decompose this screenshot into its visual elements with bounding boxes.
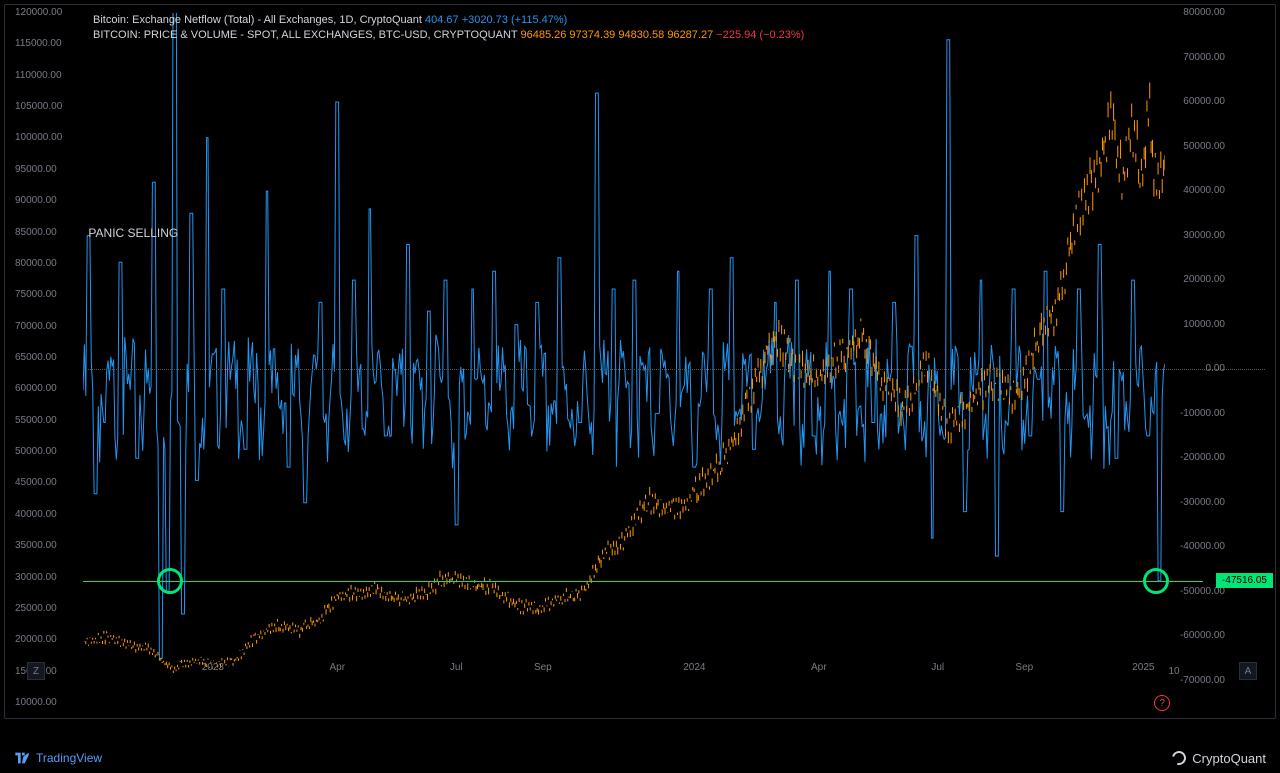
y-left-tick: 40000.00 xyxy=(15,509,57,520)
y-right-tick: -40000.00 xyxy=(1180,541,1225,552)
x-tick: Sep xyxy=(1015,662,1033,673)
y-left-tick: 85000.00 xyxy=(15,227,57,238)
y-right-tick: -10000.00 xyxy=(1180,408,1225,419)
y-right-tick: 20000.00 xyxy=(1183,274,1225,285)
y-right-tick: 30000.00 xyxy=(1183,230,1225,241)
auto-scale-button[interactable]: A xyxy=(1239,662,1257,680)
cryptoquant-icon xyxy=(1170,748,1189,767)
y-left-tick: 45000.00 xyxy=(15,477,57,488)
tradingview-icon xyxy=(14,750,30,766)
y-axis-left[interactable]: 120000.00 115000.00 110000.00 105000.00 1000… xyxy=(15,5,75,718)
tradingview-text: TradingView xyxy=(36,751,102,765)
y-right-tick: 10000.00 xyxy=(1183,319,1225,330)
y-left-tick: 20000.00 xyxy=(15,634,57,645)
horizontal-line-annotation[interactable] xyxy=(83,581,1203,582)
x-tick: 2023 xyxy=(202,662,224,673)
x-tick: Apr xyxy=(329,662,345,673)
y-left-tick: 75000.00 xyxy=(15,289,57,300)
horizontal-line-price-tag: -47516.05 xyxy=(1216,573,1273,588)
price-change: −225.94 (−0.23%) xyxy=(716,29,804,41)
x-tick: Jul xyxy=(450,662,463,673)
x-tick: 2024 xyxy=(683,662,705,673)
annotation-circle-2[interactable] xyxy=(1143,568,1169,594)
x-tick: Apr xyxy=(811,662,827,673)
header-line-netflow: Bitcoin: Exchange Netflow (Total) - All … xyxy=(93,13,804,27)
y-left-tick: 90000.00 xyxy=(15,195,57,206)
y-left-tick: 35000.00 xyxy=(15,540,57,551)
y-left-tick: 25000.00 xyxy=(15,603,57,614)
y-right-tick: 50000.00 xyxy=(1183,141,1225,152)
price-open: 96485.26 xyxy=(520,29,566,41)
plot-region[interactable] xyxy=(83,13,1165,703)
price-candles xyxy=(83,82,1165,673)
footer-bar: TradingView CryptoQuant xyxy=(0,743,1280,773)
price-low: 94830.58 xyxy=(618,29,664,41)
y-left-tick: 50000.00 xyxy=(15,446,57,457)
netflow-value: 404.67 xyxy=(425,14,459,26)
y-right-tick: 80000.00 xyxy=(1183,7,1225,18)
y-left-tick: 110000.00 xyxy=(15,70,62,81)
netflow-label: Bitcoin: Exchange Netflow (Total) - All … xyxy=(93,14,422,26)
tradingview-logo[interactable]: TradingView xyxy=(14,750,102,766)
netflow-line xyxy=(83,13,1165,658)
cryptoquant-text: CryptoQuant xyxy=(1192,751,1266,766)
y-right-tick: -70000.00 xyxy=(1180,675,1225,686)
plot-svg xyxy=(83,13,1165,703)
y-right-tick: -60000.00 xyxy=(1180,630,1225,641)
x-tick: Jul xyxy=(931,662,944,673)
y-left-tick: 60000.00 xyxy=(15,383,57,394)
price-label: BITCOIN: PRICE & VOLUME - SPOT, ALL EXCH… xyxy=(93,29,517,41)
y-left-tick: 10000.00 xyxy=(15,697,57,708)
price-close: 96287.27 xyxy=(667,29,713,41)
cryptoquant-logo[interactable]: CryptoQuant xyxy=(1172,751,1266,766)
y-right-tick: 40000.00 xyxy=(1183,185,1225,196)
y-left-tick: 105000.00 xyxy=(15,101,62,112)
y-left-tick: 100000.00 xyxy=(15,132,62,143)
x-tick: 2025 xyxy=(1132,662,1154,673)
end-label: 10 xyxy=(1165,662,1183,680)
x-tick: Sep xyxy=(534,662,552,673)
chart-header: Bitcoin: Exchange Netflow (Total) - All … xyxy=(93,13,804,42)
y-left-tick: 70000.00 xyxy=(15,321,57,332)
y-right-tick: 60000.00 xyxy=(1183,96,1225,107)
y-left-tick: 120000.00 xyxy=(15,7,62,18)
y-left-tick: 80000.00 xyxy=(15,258,57,269)
y-right-tick: 70000.00 xyxy=(1183,52,1225,63)
annotation-circle-1[interactable] xyxy=(157,568,183,594)
zero-dashed-line xyxy=(83,369,1265,370)
y-left-tick: 65000.00 xyxy=(15,352,57,363)
chart-area[interactable]: Bitcoin: Exchange Netflow (Total) - All … xyxy=(4,4,1276,719)
y-axis-right[interactable]: 80000.00 70000.00 60000.00 50000.00 40000.00… xyxy=(1165,5,1225,718)
chart-container: Bitcoin: Exchange Netflow (Total) - All … xyxy=(0,0,1280,773)
timezone-button[interactable]: Z xyxy=(27,662,45,680)
y-right-tick: -20000.00 xyxy=(1180,452,1225,463)
y-left-tick: 115000.00 xyxy=(15,38,62,49)
panic-selling-annotation: PANIC SELLING xyxy=(88,226,178,240)
netflow-change: +3020.73 (+115.47%) xyxy=(462,14,568,26)
x-axis[interactable]: 2023 Apr Jul Sep 2024 Apr Jul Sep 2025 xyxy=(83,662,1162,680)
y-right-tick: 0.00 xyxy=(1206,363,1225,374)
y-right-tick: -30000.00 xyxy=(1180,497,1225,508)
y-left-tick: 95000.00 xyxy=(15,164,57,175)
y-left-tick: 55000.00 xyxy=(15,415,57,426)
y-left-tick: 30000.00 xyxy=(15,572,57,583)
header-line-price: BITCOIN: PRICE & VOLUME - SPOT, ALL EXCH… xyxy=(93,28,804,42)
price-high: 97374.39 xyxy=(569,29,615,41)
